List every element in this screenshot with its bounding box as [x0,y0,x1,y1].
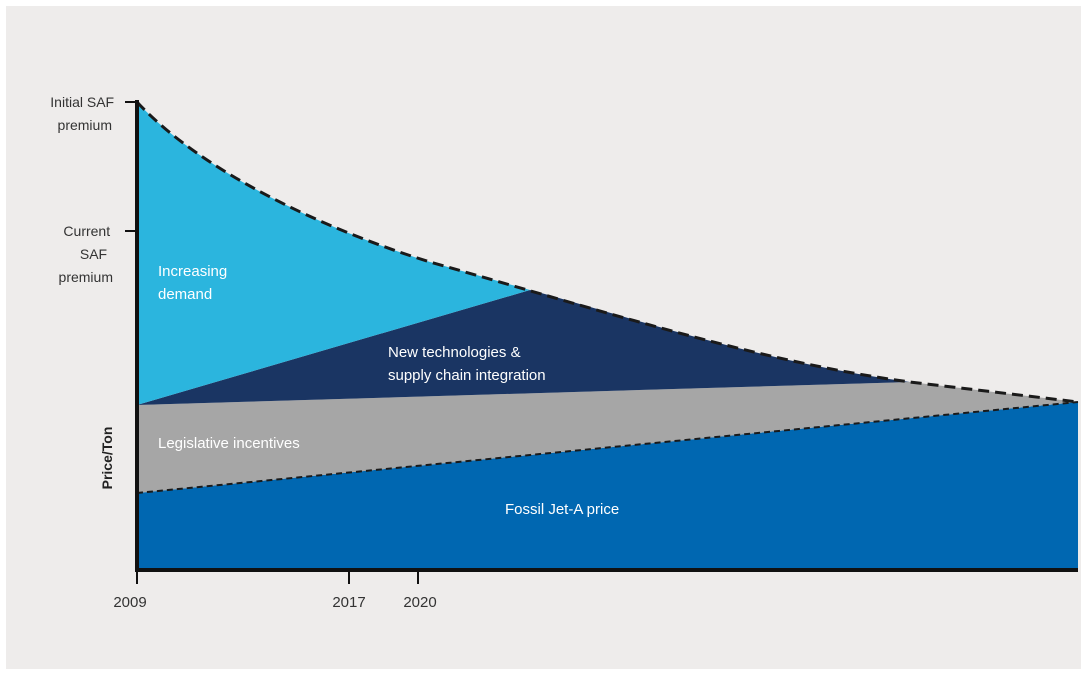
saf-price-curve [135,100,1079,404]
region-legislative-incentives [137,382,1078,493]
label-new-technologies: New technologies & supply chain integrat… [388,344,546,384]
label-legislative-incentives: Legislative incentives [158,435,300,452]
region-new-technologies [137,290,910,405]
fossil-price-line [136,401,1079,494]
label-increasing-demand: Increasing demand [158,263,231,303]
x-tick-label-2009: 2009 [113,594,146,611]
x-tick-label-2017: 2017 [332,594,365,611]
label-fossil-jet-a-price: Fossil Jet-A price [505,501,619,518]
y-tick-label-current-saf: Current SAF premium [59,223,114,285]
x-tick-label-2020: 2020 [403,594,436,611]
region-fossil-jet-a-price [137,402,1078,570]
y-tick-label-initial-saf: Initial SAF premium [50,94,118,133]
y-axis-title: Price/Ton [99,427,115,490]
